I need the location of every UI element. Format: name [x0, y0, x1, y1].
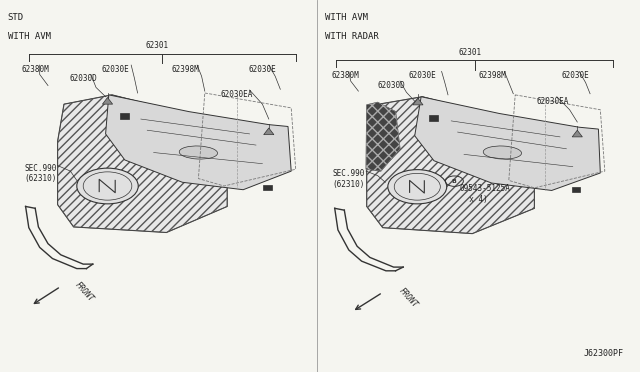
Text: FRONT: FRONT: [74, 280, 96, 304]
Text: 62030EA: 62030EA: [536, 97, 569, 106]
Polygon shape: [572, 187, 580, 192]
Polygon shape: [58, 95, 227, 232]
Text: SEC.990
(62310): SEC.990 (62310): [333, 169, 365, 189]
Text: 62030EA: 62030EA: [221, 90, 253, 99]
Text: 62301: 62301: [459, 48, 482, 57]
Circle shape: [77, 168, 138, 204]
Polygon shape: [264, 128, 274, 135]
Text: 62380M: 62380M: [332, 71, 359, 80]
Text: J62300PF: J62300PF: [584, 349, 624, 358]
Polygon shape: [366, 102, 400, 171]
Text: 62380M: 62380M: [22, 65, 49, 74]
Polygon shape: [415, 97, 600, 190]
Polygon shape: [429, 115, 438, 121]
Text: 62030E: 62030E: [248, 65, 276, 74]
Text: 62030E: 62030E: [408, 71, 436, 80]
Text: 62398M: 62398M: [479, 71, 506, 80]
Text: WITH AVM: WITH AVM: [325, 13, 368, 22]
Polygon shape: [413, 98, 423, 105]
Text: SEC.990
(62310): SEC.990 (62310): [24, 164, 57, 183]
Text: 09543-5125A
  x 4): 09543-5125A x 4): [460, 184, 510, 203]
Text: 62030D: 62030D: [378, 81, 405, 90]
Ellipse shape: [179, 146, 218, 159]
Polygon shape: [120, 113, 129, 119]
Polygon shape: [367, 97, 534, 234]
Text: 62030E: 62030E: [562, 71, 589, 80]
Polygon shape: [102, 97, 113, 104]
Polygon shape: [263, 185, 272, 190]
Text: WITH RADAR: WITH RADAR: [325, 32, 379, 41]
Text: 62301: 62301: [145, 41, 168, 50]
Text: 62030E: 62030E: [101, 65, 129, 74]
Circle shape: [388, 170, 447, 204]
Ellipse shape: [483, 146, 522, 159]
Text: 62030D: 62030D: [69, 74, 97, 83]
Text: B: B: [451, 179, 456, 184]
Polygon shape: [106, 95, 291, 190]
Text: 62398M: 62398M: [172, 65, 199, 74]
Text: FRONT: FRONT: [397, 286, 419, 309]
Text: WITH AVM: WITH AVM: [8, 32, 51, 41]
Polygon shape: [572, 130, 582, 137]
Text: STD: STD: [8, 13, 24, 22]
